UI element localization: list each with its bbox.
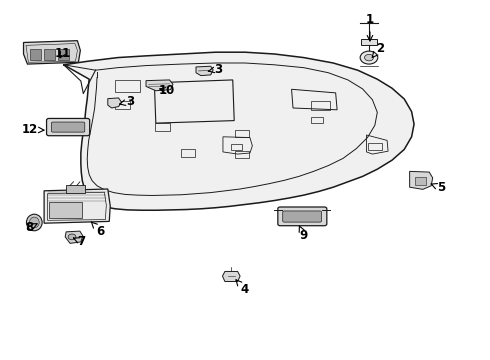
Text: 5: 5: [431, 181, 445, 194]
Bar: [368, 143, 382, 150]
Bar: [66, 185, 85, 193]
Bar: [235, 151, 249, 158]
Text: 6: 6: [91, 222, 104, 238]
Text: 2: 2: [372, 42, 384, 57]
Text: 4: 4: [236, 280, 249, 296]
FancyBboxPatch shape: [47, 118, 90, 136]
Text: 7: 7: [74, 235, 85, 248]
Text: 12: 12: [21, 123, 44, 136]
Bar: [44, 49, 55, 60]
Ellipse shape: [26, 214, 42, 231]
Polygon shape: [65, 231, 83, 243]
Text: 3: 3: [208, 63, 222, 76]
Ellipse shape: [29, 217, 39, 228]
Bar: [155, 123, 170, 131]
Bar: [361, 39, 377, 45]
Bar: [115, 101, 130, 109]
Polygon shape: [222, 271, 240, 282]
Text: 11: 11: [54, 47, 71, 60]
Polygon shape: [24, 41, 80, 64]
Bar: [235, 130, 249, 137]
Bar: [231, 144, 242, 150]
Polygon shape: [196, 66, 213, 76]
Polygon shape: [108, 98, 122, 108]
Bar: [58, 49, 69, 60]
Polygon shape: [64, 52, 414, 210]
FancyBboxPatch shape: [283, 211, 321, 222]
Text: 3: 3: [120, 95, 134, 108]
Polygon shape: [44, 189, 110, 223]
FancyBboxPatch shape: [278, 207, 327, 226]
Bar: [311, 117, 323, 123]
Bar: [415, 177, 426, 185]
Bar: [49, 202, 82, 218]
Circle shape: [365, 54, 373, 61]
Text: 8: 8: [25, 221, 37, 234]
FancyBboxPatch shape: [51, 122, 85, 132]
Bar: [181, 149, 195, 157]
Bar: [30, 49, 41, 60]
Text: 9: 9: [299, 226, 308, 242]
Circle shape: [68, 234, 76, 240]
Polygon shape: [410, 171, 433, 189]
Bar: [115, 80, 140, 92]
Polygon shape: [146, 80, 173, 91]
Circle shape: [360, 51, 378, 64]
Text: 1: 1: [366, 13, 374, 41]
Text: 10: 10: [158, 84, 175, 97]
Bar: [311, 101, 330, 110]
